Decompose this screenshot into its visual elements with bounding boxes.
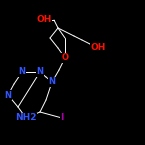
Text: OH: OH	[90, 42, 106, 51]
Text: N: N	[37, 68, 44, 77]
Text: O: O	[61, 54, 68, 62]
Text: N: N	[4, 90, 11, 99]
Text: I: I	[60, 114, 64, 123]
Text: N: N	[19, 68, 26, 77]
Text: OH: OH	[36, 16, 52, 25]
Text: NH2: NH2	[15, 114, 37, 123]
Text: N: N	[48, 77, 56, 87]
